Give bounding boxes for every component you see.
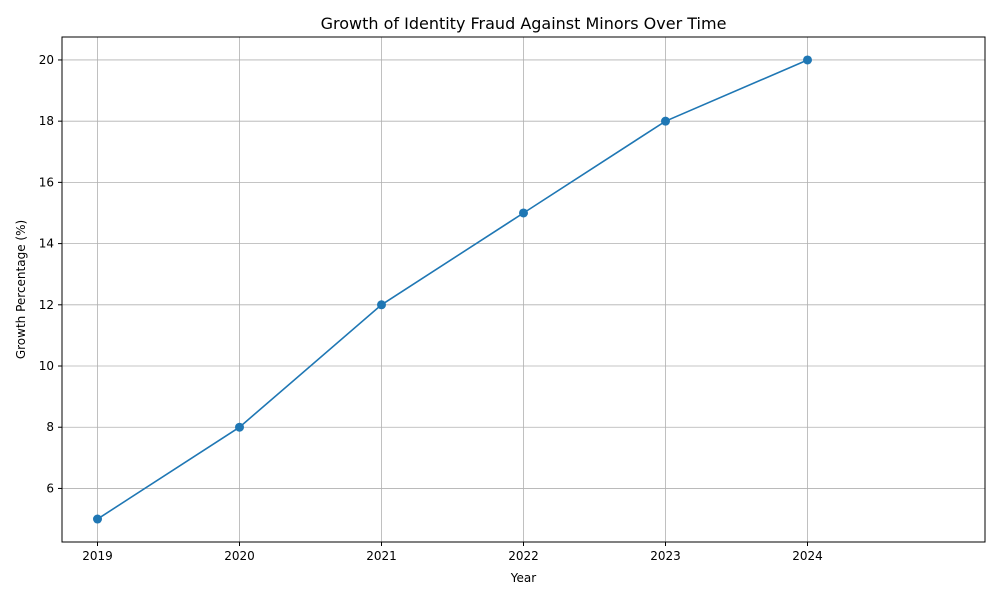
data-point bbox=[519, 208, 528, 218]
x-tick-label: 2021 bbox=[366, 549, 397, 563]
data-point bbox=[661, 116, 670, 126]
data-point bbox=[803, 55, 812, 65]
y-tick-label: 18 bbox=[39, 114, 54, 128]
y-tick-label: 16 bbox=[39, 175, 54, 189]
y-axis-label: Growth Percentage (%) bbox=[14, 220, 28, 359]
y-tick-label: 20 bbox=[39, 53, 54, 67]
data-point bbox=[235, 422, 244, 432]
y-tick-label: 14 bbox=[39, 237, 54, 251]
y-tick-label: 6 bbox=[46, 481, 54, 495]
series-line bbox=[97, 59, 808, 520]
y-tick-label: 10 bbox=[39, 359, 54, 373]
chart-title: Growth of Identity Fraud Against Minors … bbox=[321, 14, 727, 33]
series-layer bbox=[93, 55, 812, 524]
x-axis: 2019 2020 2021 2022 2023 2024 bbox=[82, 542, 823, 563]
x-tick-label: 2024 bbox=[792, 549, 823, 563]
grid-lines bbox=[62, 37, 985, 542]
x-tick-label: 2022 bbox=[508, 549, 539, 563]
data-point bbox=[93, 514, 102, 524]
data-point bbox=[377, 300, 386, 310]
y-tick-label: 12 bbox=[39, 298, 54, 312]
y-tick-label: 8 bbox=[46, 420, 54, 434]
x-axis-label: Year bbox=[510, 571, 536, 585]
y-axis: 6 8 10 12 14 16 18 20 bbox=[39, 53, 62, 495]
x-tick-label: 2020 bbox=[224, 549, 255, 563]
x-tick-label: 2019 bbox=[82, 549, 113, 563]
x-tick-label: 2023 bbox=[650, 549, 681, 563]
